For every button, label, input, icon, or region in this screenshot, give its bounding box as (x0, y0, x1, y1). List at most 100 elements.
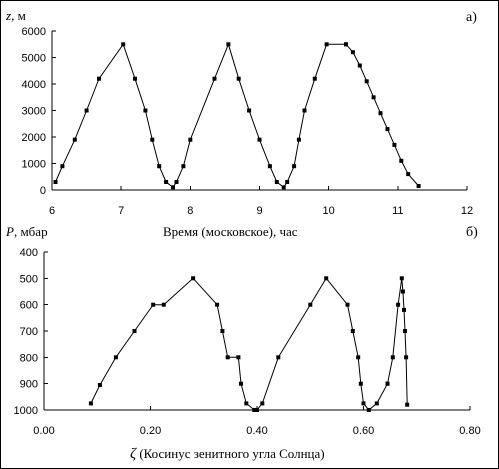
data-point (357, 63, 362, 68)
series-line (90, 277, 388, 411)
data-point (366, 408, 371, 412)
x-tick-label: 8 (187, 205, 193, 217)
data-point (181, 164, 186, 169)
panel-b-y-symbol: P (5, 224, 14, 239)
data-point (392, 142, 397, 147)
data-point (121, 42, 126, 47)
data-point (296, 137, 301, 142)
data-point (151, 302, 156, 307)
panel-a-x-ticks: 6 7 8 9 10 11 12 (49, 186, 473, 217)
data-point (252, 408, 257, 412)
y-tick-label: 600 (20, 300, 38, 312)
data-point (302, 108, 307, 113)
data-point (236, 76, 241, 81)
data-point (212, 76, 217, 81)
data-point (281, 185, 286, 190)
data-point (236, 355, 241, 360)
data-point (133, 76, 137, 81)
data-point (356, 355, 361, 360)
y-tick-label: 800 (20, 352, 38, 364)
data-point (255, 408, 259, 412)
data-point (285, 180, 290, 184)
data-point (405, 402, 410, 407)
y-tick-label: 700 (20, 326, 38, 338)
data-point (164, 180, 169, 184)
data-point (378, 111, 383, 116)
data-point (220, 329, 225, 333)
panel-b-series (88, 276, 410, 412)
panel-a-y-label: z, м (5, 8, 26, 23)
data-point (416, 184, 421, 188)
data-point (274, 180, 279, 184)
y-tick-label: 5000 (22, 53, 46, 65)
panel-b-x-ticks: 0.00 0.20 0.40 0.60 0.80 (33, 406, 481, 437)
data-point (88, 401, 93, 406)
panel-b-x-symbol: ζ (130, 446, 137, 462)
x-tick-label: 0.60 (353, 425, 374, 437)
data-point (385, 127, 390, 132)
data-point (267, 164, 272, 169)
x-tick-label: 0.40 (246, 425, 267, 437)
data-point (257, 137, 262, 142)
data-point (361, 401, 366, 406)
data-point (84, 108, 89, 113)
data-point (344, 42, 348, 47)
data-point (371, 95, 376, 100)
data-point (406, 172, 411, 177)
data-point (308, 302, 313, 307)
y-tick-label: 0 (40, 185, 46, 197)
x-tick-label: 9 (256, 205, 262, 217)
data-point (188, 137, 193, 142)
panel-b-y-unit: , мбар (14, 224, 48, 239)
x-tick-label: 0.20 (140, 425, 161, 437)
panel-a: а) z, м Время (московское), час 0 1000 200… (5, 8, 477, 239)
y-tick-label: 2000 (22, 132, 46, 144)
data-point (396, 302, 401, 307)
panel-b-y-ticks: 400 500 600 700 800 900 1000 (14, 247, 48, 417)
data-point (113, 355, 118, 360)
data-point (150, 137, 155, 142)
data-point (390, 355, 395, 360)
x-tick-label: 7 (118, 205, 124, 217)
data-point (72, 137, 77, 142)
data-point (226, 42, 231, 47)
data-point (276, 355, 281, 360)
data-point (385, 381, 390, 386)
data-point (374, 401, 379, 406)
data-point (404, 355, 409, 360)
data-point (350, 50, 355, 55)
data-point (239, 381, 243, 386)
data-point (161, 302, 166, 307)
panel-a-label: а) (466, 10, 477, 25)
panel-a-y-symbol: z (5, 8, 11, 23)
panel-a-series (53, 42, 421, 190)
data-point (399, 276, 404, 281)
data-point (350, 329, 355, 333)
panel-b-y-label: P, мбар (5, 224, 48, 239)
panel-b: б) P, мбар ζ (Косинус зенитного угла Сол… (5, 224, 481, 462)
data-point (97, 383, 102, 387)
x-tick-label: 12 (461, 205, 473, 217)
data-point (247, 108, 252, 113)
data-point (292, 164, 297, 169)
y-tick-label: 500 (20, 273, 38, 285)
data-point (400, 289, 405, 294)
y-tick-label: 900 (20, 379, 38, 391)
data-point (174, 180, 179, 184)
panel-b-label: б) (466, 225, 478, 240)
data-point (324, 276, 329, 281)
data-point (53, 180, 58, 184)
data-point (312, 76, 317, 81)
data-point (345, 302, 350, 307)
x-tick-label: 11 (392, 205, 403, 217)
data-point (403, 329, 407, 333)
data-point (143, 108, 148, 113)
data-point (324, 42, 329, 47)
panel-b-x-label: ζ (Косинус зенитного угла Солнца) (130, 446, 325, 462)
series-line (387, 278, 408, 405)
x-tick-label: 0.00 (33, 425, 54, 437)
y-tick-label: 6000 (22, 26, 46, 38)
y-tick-label: 3000 (22, 106, 46, 118)
y-tick-label: 1000 (22, 159, 46, 171)
